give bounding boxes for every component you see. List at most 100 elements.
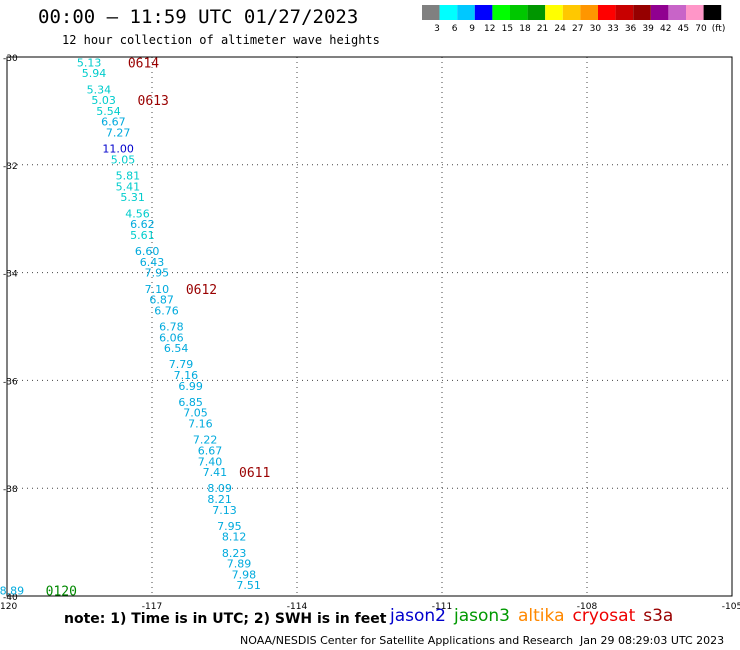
satellite-jason3: jason3: [454, 606, 510, 626]
wave-height-label: 4.56: [125, 207, 150, 220]
footer-note: note: 1) Time is in UTC; 2) SWH is in fe…: [64, 611, 387, 627]
satellite-s3a: s3a: [643, 606, 674, 626]
wave-height-label: 6.78: [159, 321, 184, 334]
wave-height-label: 7.16: [188, 418, 213, 431]
legend-swatch: [510, 5, 528, 20]
wave-height-label: 7.95: [217, 520, 242, 533]
page-subtitle: 12 hour collection of altimeter wave hei…: [62, 33, 380, 47]
map-frame: [6, 56, 733, 597]
legend-swatch: [615, 5, 634, 20]
legend-swatch: [562, 5, 581, 20]
satellite-jason2: jason2: [390, 606, 446, 626]
wave-height-label: 8.21: [207, 493, 232, 506]
wave-height-label: 5.54: [96, 105, 121, 118]
wave-height-label: 6.06: [159, 331, 184, 344]
wave-height-label: 7.51: [236, 579, 261, 592]
lon-tick-label: -108: [577, 602, 598, 610]
wave-height-label: 5.41: [116, 180, 141, 193]
wave-height-label: 11.00: [102, 143, 134, 156]
wave-height-label: 8.12: [222, 531, 247, 544]
legend-label: (ft): [712, 24, 726, 34]
wave-height-label: 7.10: [145, 283, 170, 296]
wave-height-label: 6.54: [164, 342, 189, 355]
wave-height-label: 5.03: [91, 94, 116, 107]
wave-height-label: 6.76: [154, 304, 179, 317]
credit-line: NOAA/NESDIS Center for Satellite Applica…: [240, 634, 574, 647]
lat-tick-label: -34: [3, 270, 18, 280]
wave-height-label: 6.85: [178, 396, 203, 409]
legend-label: 12: [484, 24, 495, 34]
wave-height-label: 7.22: [193, 434, 218, 447]
legend-label: 18: [519, 24, 531, 34]
color-scale-legend: 3 6 9 12 15 18 21 24 27 30 33 36 39 42 45 70 (ft): [422, 5, 726, 34]
legend-swatch: [633, 5, 651, 20]
legend-label: 15: [502, 24, 513, 34]
legend-swatch: [492, 5, 510, 20]
legend-label: 33: [607, 24, 618, 34]
legend-label: 42: [660, 24, 671, 34]
lon-tick-label: -111: [432, 602, 452, 610]
legend-label: 36: [625, 24, 637, 34]
wave-height-label: 8.23: [222, 547, 247, 560]
legend-label: 9: [469, 24, 475, 34]
wave-height-label: 5.05: [111, 153, 136, 166]
lat-tick-label: -36: [3, 377, 18, 387]
legend-label: 39: [642, 24, 654, 34]
legend-swatch: [439, 5, 458, 20]
wave-height-label: 5.94: [82, 67, 107, 80]
wave-height-label: 7.98: [232, 568, 257, 581]
wave-height-label: 6.99: [178, 380, 203, 393]
wave-height-label: 7.89: [227, 558, 252, 571]
satellite-cryosat: cryosat: [572, 606, 636, 626]
pass-time-label: 0120: [46, 585, 77, 600]
legend-label: 70: [695, 24, 707, 34]
legend-swatch: [703, 5, 722, 20]
legend-swatch: [422, 5, 440, 20]
wave-height-label: 6.67: [101, 116, 126, 129]
generation-timestamp: Jan 29 08:29:03 UTC 2023: [580, 634, 725, 647]
lat-tick-label: -30: [3, 54, 18, 64]
lon-tick-label: -105: [722, 602, 740, 610]
wave-height-label: 7.27: [106, 126, 131, 139]
wave-height-label: 6.87: [149, 294, 174, 307]
wave-height-label: 7.13: [212, 504, 237, 517]
legend-swatch: [545, 5, 563, 20]
wave-height-label: 5.13: [77, 56, 102, 69]
page-title: 00:00 – 11:59 UTC 01/27/2023: [38, 6, 359, 28]
legend-label: 21: [537, 24, 548, 34]
wave-height-map: -30 -32 -34 -36 -38 -40-120 -117 -114 -111 -108 -1…: [0, 54, 740, 610]
legend-swatch: [474, 5, 493, 20]
wave-height-label: 5.34: [87, 83, 112, 96]
legend-label: 30: [590, 24, 602, 34]
lon-tick-label: -120: [0, 602, 17, 610]
lat-tick-label: -38: [3, 485, 18, 495]
pass-time-label: 0613: [138, 94, 169, 109]
wave-height-label: 5.61: [130, 229, 155, 242]
wave-height-label: 6.43: [140, 256, 165, 269]
satellite-altika: altika: [518, 606, 565, 626]
wave-height-label: 5.31: [120, 191, 145, 204]
legend-swatch: [527, 5, 546, 20]
wave-height-label: 7.16: [174, 369, 199, 382]
legend-label: 45: [678, 24, 689, 34]
wave-height-label: 7.05: [183, 407, 208, 420]
lon-tick-label: -117: [142, 602, 162, 610]
pass-time-label: 0614: [128, 56, 159, 71]
lon-tick-label: -114: [287, 602, 308, 610]
wave-height-label: 6.60: [135, 245, 160, 258]
legend-label: 24: [554, 24, 566, 34]
legend-swatch: [580, 5, 598, 20]
legend-swatch: [668, 5, 686, 20]
legend-label: 6: [452, 24, 458, 34]
lat-tick-label: -40: [3, 593, 18, 603]
pass-time-label: 0611: [239, 466, 270, 481]
wave-height-label: 6.62: [130, 218, 155, 231]
wave-height-label: 7.40: [198, 455, 223, 468]
wave-height-label: 5.81: [116, 170, 141, 183]
wave-height-label: 8.09: [207, 482, 232, 495]
legend-swatch: [598, 5, 616, 20]
legend-swatch: [686, 5, 704, 20]
satellite-legend: jason2 jason3 altika cryosat s3a: [390, 606, 681, 626]
legend-label: 27: [572, 24, 583, 34]
legend-swatch: [650, 5, 669, 20]
